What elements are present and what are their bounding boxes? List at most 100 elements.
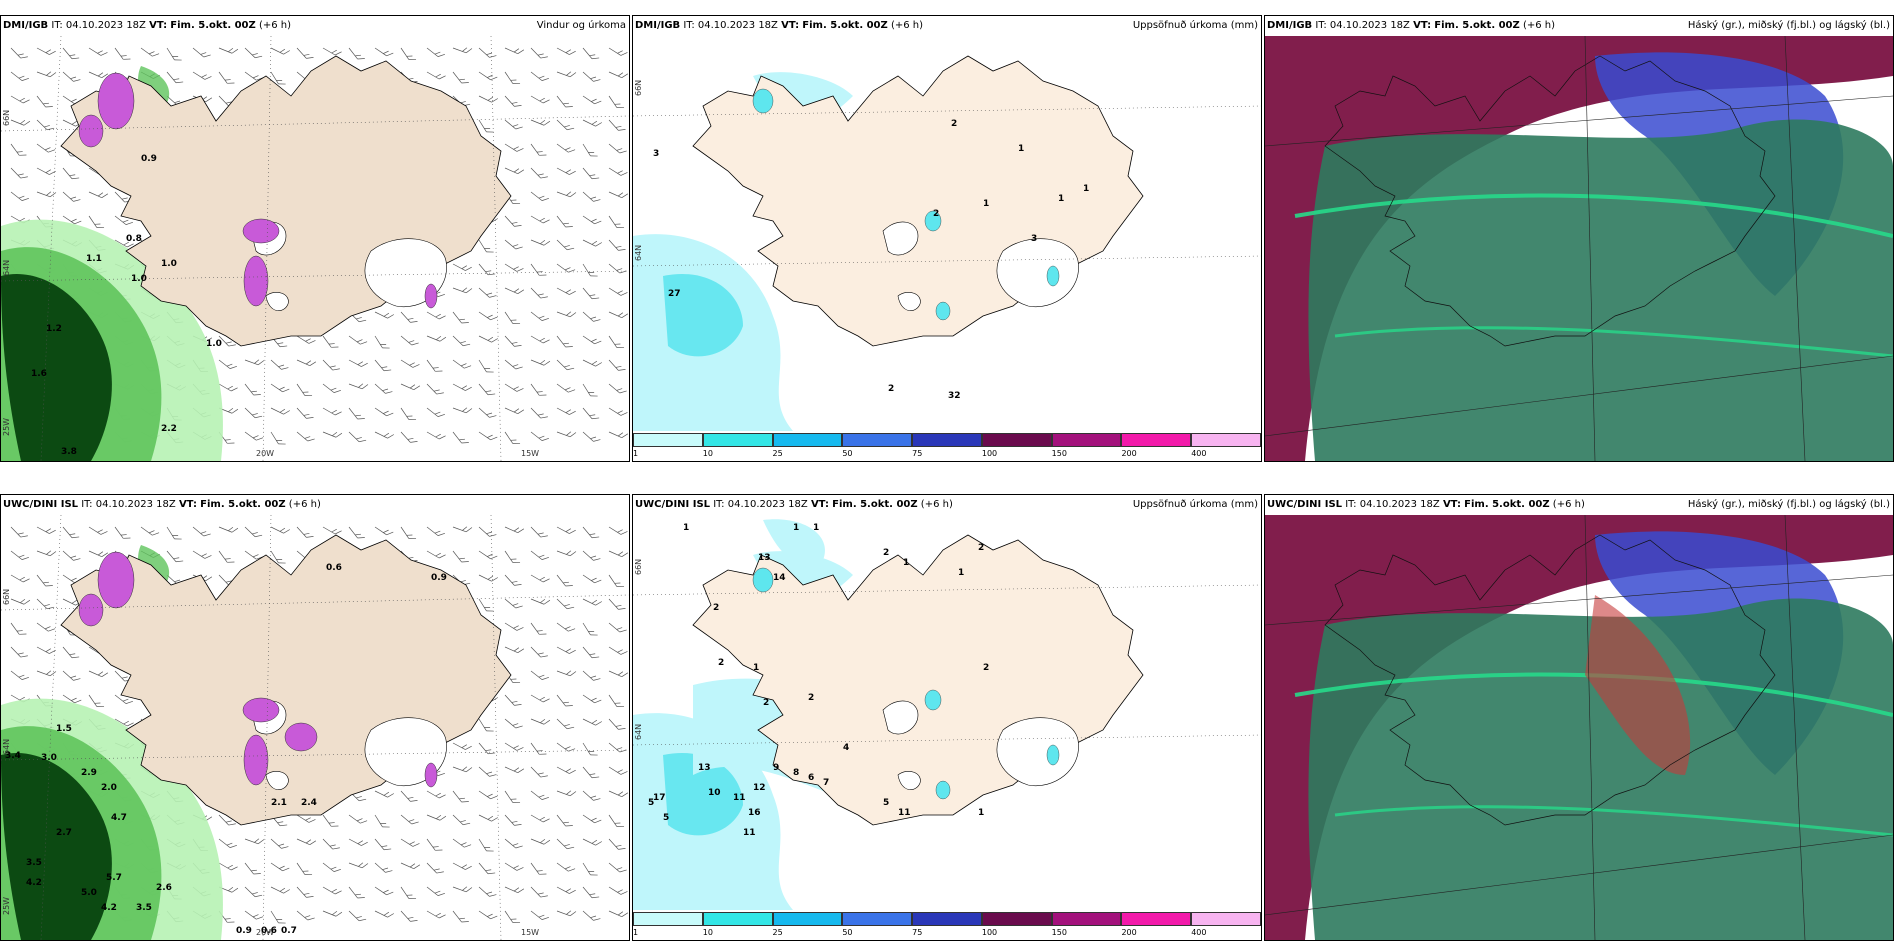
precip-value: 1.5 xyxy=(56,724,72,734)
wind-barb xyxy=(426,431,446,440)
lat-label: 66N xyxy=(634,80,643,96)
wind-barb xyxy=(582,526,600,539)
wind-barb xyxy=(296,335,316,344)
precip-value: 0.9 xyxy=(236,926,252,936)
precip-value: 2.9 xyxy=(81,768,97,778)
precip-value: 1 xyxy=(683,523,689,533)
wind-barb xyxy=(608,526,628,535)
wind-barb xyxy=(530,263,547,276)
wind-barb xyxy=(478,311,498,321)
accum-cell xyxy=(752,88,774,114)
wind-barb xyxy=(348,47,365,60)
init-time: IT: 04.10.2023 18Z xyxy=(683,20,778,31)
panel-header: DMI/IGB IT: 04.10.2023 18Z VT: Fim. 5.ok… xyxy=(1,16,629,36)
wind-barb xyxy=(556,526,576,534)
wind-barb xyxy=(296,838,317,846)
wind-barb xyxy=(530,670,549,680)
wind-barb xyxy=(192,71,212,80)
glacier xyxy=(996,717,1079,787)
wind-barb xyxy=(608,335,625,348)
wind-barb xyxy=(556,574,573,587)
wind-barb xyxy=(114,239,134,248)
glacier xyxy=(882,700,919,735)
wind-barb xyxy=(556,431,577,438)
low-cloud-area xyxy=(1308,598,1893,940)
wind-barb xyxy=(556,287,576,295)
wind-barb xyxy=(530,622,547,635)
wind-barb xyxy=(608,287,628,296)
wind-barb xyxy=(10,670,29,680)
wind-barb xyxy=(504,167,525,175)
wind-barb xyxy=(114,215,133,225)
accum-cell xyxy=(1046,744,1060,766)
wind-barb xyxy=(556,670,577,677)
wind-barb xyxy=(530,646,548,658)
legend-tick: 75 xyxy=(912,449,923,458)
wind-barb xyxy=(504,311,521,324)
wind-barb xyxy=(608,574,625,587)
wind-barb xyxy=(166,526,182,540)
precip-value: 2 xyxy=(888,384,894,394)
wind-barb xyxy=(348,431,367,443)
precip-value: 5 xyxy=(883,798,889,808)
wind-barb xyxy=(452,47,473,54)
wind-barb xyxy=(504,910,521,923)
wind-barb xyxy=(608,670,629,678)
wind-barb xyxy=(62,670,81,681)
wind-barb xyxy=(478,431,498,441)
wind-barb xyxy=(478,862,496,875)
wind-barb xyxy=(88,670,109,678)
wind-barb xyxy=(322,526,342,535)
wind-barb xyxy=(36,598,55,610)
wind-barb xyxy=(504,71,521,84)
wind-barb xyxy=(582,95,602,105)
wind-barb xyxy=(374,790,394,798)
wind-barb xyxy=(478,407,497,418)
wind-barb xyxy=(348,359,368,367)
precip-value: 2 xyxy=(718,658,724,668)
precip-value: 0.9 xyxy=(431,573,447,583)
wind-barb xyxy=(374,431,394,439)
wind-barb xyxy=(530,383,547,396)
wind-barb xyxy=(582,359,602,367)
cloud-edge xyxy=(1334,805,1893,837)
wind-barb xyxy=(296,359,317,367)
legend-tick: 10 xyxy=(702,928,713,937)
wind-barb xyxy=(322,862,341,872)
precip-legend: 1 10 25 50 75 100 150 200 400 xyxy=(633,431,1261,461)
legend-swatch xyxy=(633,912,703,926)
valid-label: VT: xyxy=(1413,20,1432,31)
precip-value: 3.8 xyxy=(61,447,77,457)
accum-cell xyxy=(752,567,774,593)
wind-barb xyxy=(218,862,238,871)
precip-value: 4 xyxy=(843,743,849,753)
longitude-line xyxy=(490,36,502,461)
wind-barb xyxy=(608,383,627,394)
wind-barb xyxy=(36,550,57,557)
precip-value: 0.8 xyxy=(126,234,142,244)
wind-barb xyxy=(608,47,628,56)
wind-barb xyxy=(530,862,547,875)
legend-tick: 150 xyxy=(1051,928,1067,937)
latitude-line xyxy=(633,734,1261,746)
precip-value: 2.2 xyxy=(161,424,177,434)
glacier xyxy=(265,292,289,311)
wind-barb xyxy=(582,766,600,779)
latitude-line xyxy=(633,255,1261,267)
precip-value: 1 xyxy=(813,523,819,533)
lead-time: (+6 h) xyxy=(1552,499,1585,510)
wind-barb xyxy=(322,910,343,917)
legend-tick: 50 xyxy=(842,449,853,458)
wind-barb xyxy=(530,71,549,81)
wind-barb xyxy=(374,335,390,349)
wind-barb xyxy=(348,886,365,899)
wind-barb xyxy=(530,598,551,605)
latitude-line xyxy=(1,594,629,611)
wind-barb xyxy=(608,814,625,827)
wind-barb xyxy=(582,287,600,300)
accum-light-area xyxy=(763,519,825,567)
panel-uwc-wind: UWC/DINI ISL IT: 04.10.2023 18Z VT: Fim.… xyxy=(0,494,630,941)
wind-barb xyxy=(582,910,601,921)
wind-barb xyxy=(582,71,601,82)
wind-barb xyxy=(36,574,53,587)
